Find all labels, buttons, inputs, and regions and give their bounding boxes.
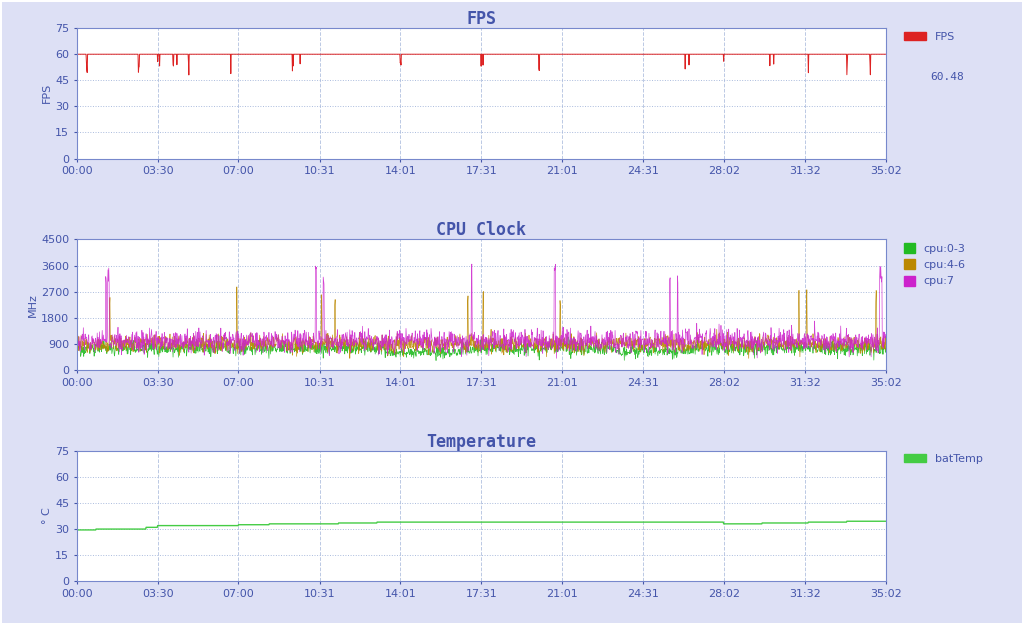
Y-axis label: ° C: ° C <box>42 508 52 524</box>
Title: FPS: FPS <box>466 10 497 28</box>
Y-axis label: FPS: FPS <box>42 83 52 104</box>
Legend: FPS: FPS <box>899 27 959 46</box>
Y-axis label: MHz: MHz <box>28 292 38 317</box>
Title: CPU Clock: CPU Clock <box>436 221 526 239</box>
Title: Temperature: Temperature <box>426 432 537 451</box>
Legend: batTemp: batTemp <box>899 450 987 469</box>
Text: 60.48: 60.48 <box>930 72 964 82</box>
Legend: cpu:0-3, cpu:4-6, cpu:7: cpu:0-3, cpu:4-6, cpu:7 <box>899 239 971 291</box>
